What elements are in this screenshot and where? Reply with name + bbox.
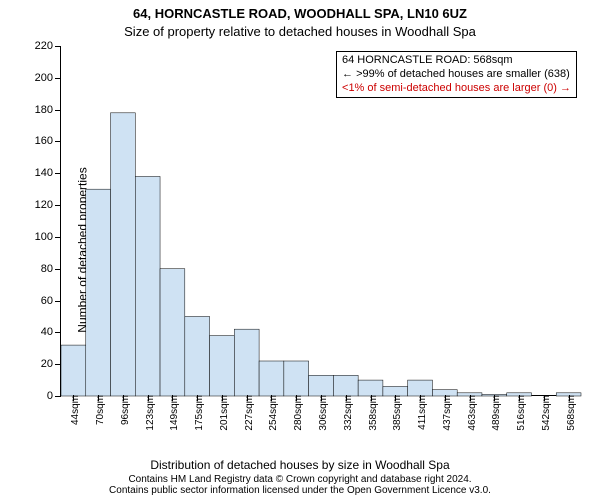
footnote: Contains HM Land Registry data © Crown c… [0,474,600,496]
bar [160,269,185,396]
annotation-line3: <1% of semi-detached houses are larger (… [342,82,571,96]
x-tick-label: 280sqm [293,395,304,431]
x-tick-label: 489sqm [491,395,502,431]
x-tick-label: 437sqm [442,395,453,431]
x-tick-label: 332sqm [343,395,354,431]
y-tick-label: 140 [35,167,61,179]
annotation-box: 64 HORNCASTLE ROAD: 568sqm ← >99% of det… [336,51,577,98]
chart-title-line1: 64, HORNCASTLE ROAD, WOODHALL SPA, LN10 … [0,6,600,21]
y-tick-label: 220 [35,40,61,52]
plot-area: 64 HORNCASTLE ROAD: 568sqm ← >99% of det… [60,46,580,396]
x-tick-label: 568sqm [566,395,577,431]
bar [234,329,259,396]
y-tick-label: 40 [41,326,61,338]
bar [333,375,358,396]
x-tick-label: 201sqm [219,395,230,431]
x-tick-label: 542sqm [541,395,552,431]
x-tick-label: 227sqm [244,395,255,431]
y-tick-label: 100 [35,231,61,243]
x-tick-label: 123sqm [145,395,156,431]
x-tick-label: 411sqm [417,395,428,430]
annotation-line1: 64 HORNCASTLE ROAD: 568sqm [342,54,571,68]
y-tick-label: 20 [41,358,61,370]
bar [185,316,210,396]
plot-svg [61,46,581,396]
y-tick-label: 180 [35,104,61,116]
x-tick-label: 516sqm [516,395,527,431]
x-tick-label: 358sqm [368,395,379,431]
y-tick-label: 160 [35,135,61,147]
x-tick-label: 385sqm [392,395,403,431]
annotation-line2: ← >99% of detached houses are smaller (6… [342,68,571,82]
y-tick-label: 60 [41,295,61,307]
bar [408,380,433,396]
bar [111,113,136,396]
bar [135,176,160,396]
bar [358,380,383,396]
chart-title-line2: Size of property relative to detached ho… [0,24,600,39]
x-tick-label: 254sqm [268,395,279,431]
bar [259,361,284,396]
bar [309,375,334,396]
x-tick-label: 175sqm [194,395,205,431]
bars-group [61,113,581,396]
chart-container: 64, HORNCASTLE ROAD, WOODHALL SPA, LN10 … [0,0,600,500]
y-tick-label: 80 [41,263,61,275]
y-tick-label: 0 [47,390,61,402]
bar [61,345,86,396]
x-axis-label: Distribution of detached houses by size … [0,458,600,472]
x-tick-label: 463sqm [467,395,478,431]
x-tick-label: 70sqm [95,395,106,425]
bar [210,336,235,396]
x-tick-label: 44sqm [70,395,81,425]
bar [284,361,309,396]
y-tick-label: 200 [35,72,61,84]
x-tick-label: 96sqm [120,395,131,425]
y-tick-label: 120 [35,199,61,211]
x-tick-label: 306sqm [318,395,329,431]
x-tick-label: 149sqm [169,395,180,431]
bar [86,189,111,396]
